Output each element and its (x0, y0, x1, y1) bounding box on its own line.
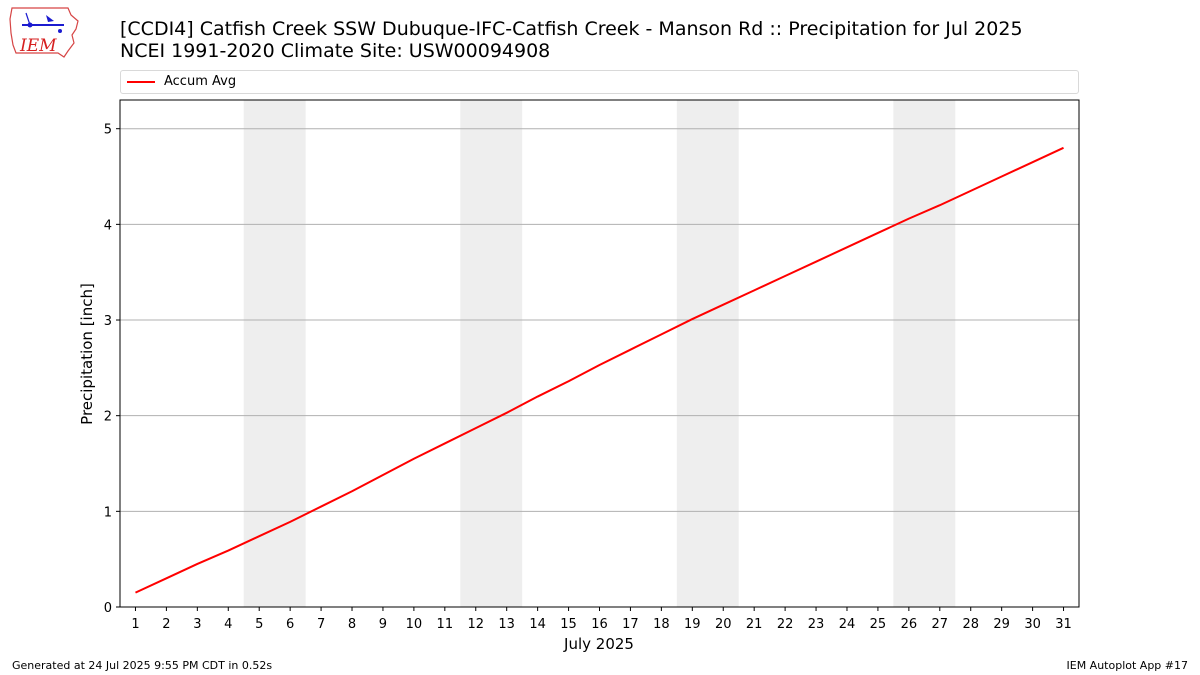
x-tick-label-10: 10 (406, 617, 423, 632)
x-tick-label-15: 15 (560, 617, 577, 632)
x-tick-label-19: 19 (684, 617, 701, 632)
weekend-band-4 (893, 100, 956, 607)
x-tick-label-11: 11 (437, 617, 454, 632)
x-tick-label-18: 18 (653, 617, 670, 632)
x-tick-label-2: 2 (162, 617, 170, 632)
x-tick-label-17: 17 (622, 617, 639, 632)
weekend-band-2 (460, 100, 523, 607)
y-tick-label-4: 4 (104, 218, 112, 233)
y-tick-label-5: 5 (104, 123, 112, 138)
x-tick-label-5: 5 (255, 617, 263, 632)
x-axis-label: July 2025 (563, 635, 634, 653)
x-tick-label-7: 7 (317, 617, 325, 632)
series-line-accum-avg (135, 146, 1064, 594)
x-tick-label-26: 26 (901, 617, 918, 632)
x-tick-label-22: 22 (777, 617, 794, 632)
x-tick-label-31: 31 (1055, 617, 1072, 632)
series-layer (135, 146, 1064, 594)
generated-footer: Generated at 24 Jul 2025 9:55 PM CDT in … (12, 659, 273, 672)
x-tick-label-20: 20 (715, 617, 732, 632)
x-tick-label-13: 13 (498, 617, 515, 632)
x-tick-label-6: 6 (286, 617, 294, 632)
x-tick-label-14: 14 (529, 617, 546, 632)
weekend-shading (243, 100, 956, 607)
title-line-1: [CCDI4] Catfish Creek SSW Dubuque-IFC-Ca… (120, 18, 1023, 40)
x-tick-label-12: 12 (467, 617, 484, 632)
x-tick-label-21: 21 (746, 617, 763, 632)
x-tick-label-3: 3 (193, 617, 201, 632)
x-tick-label-1: 1 (131, 617, 139, 632)
x-tick-label-8: 8 (348, 617, 356, 632)
x-tick-label-27: 27 (932, 617, 949, 632)
legend-swatch-accum-avg (127, 81, 155, 83)
x-tick-label-25: 25 (870, 617, 887, 632)
x-tick-label-16: 16 (591, 617, 608, 632)
legend-label-accum-avg: Accum Avg (164, 74, 237, 89)
app-footer: IEM Autoplot App #17 (1066, 659, 1189, 672)
y-tick-label-3: 3 (104, 314, 112, 329)
x-axis-ticks: 1 2 3 4 5 6 7 8 9 10 11 12 13 14 15 16 17 18 19 20 21 22 23 24 2… (131, 607, 1072, 632)
x-tick-label-24: 24 (839, 617, 856, 632)
x-tick-label-29: 29 (993, 617, 1010, 632)
weekend-band-1 (243, 100, 306, 607)
chart-title: [CCDI4] Catfish Creek SSW Dubuque-IFC-Ca… (120, 18, 1023, 62)
y-tick-label-2: 2 (104, 410, 112, 425)
iowa-map-icon: IEM (9, 7, 79, 58)
chart-legend: Accum Avg (120, 70, 1079, 94)
title-line-2: NCEI 1991-2020 Climate Site: USW00094908 (120, 40, 551, 62)
y-tick-label-0: 0 (104, 601, 112, 616)
x-tick-label-30: 30 (1024, 617, 1041, 632)
y-axis-label: Precipitation [inch] (78, 283, 96, 425)
x-tick-label-4: 4 (224, 617, 232, 632)
y-axis-ticks: 0 1 2 3 4 5 (104, 123, 120, 616)
x-tick-label-28: 28 (962, 617, 979, 632)
logo-text: IEM (19, 36, 57, 56)
iem-logo: IEM (8, 5, 82, 59)
y-tick-label-1: 1 (104, 505, 112, 520)
weekend-band-3 (676, 100, 739, 607)
y-gridlines (120, 128, 1079, 512)
x-tick-label-9: 9 (379, 617, 387, 632)
x-tick-label-23: 23 (808, 617, 825, 632)
